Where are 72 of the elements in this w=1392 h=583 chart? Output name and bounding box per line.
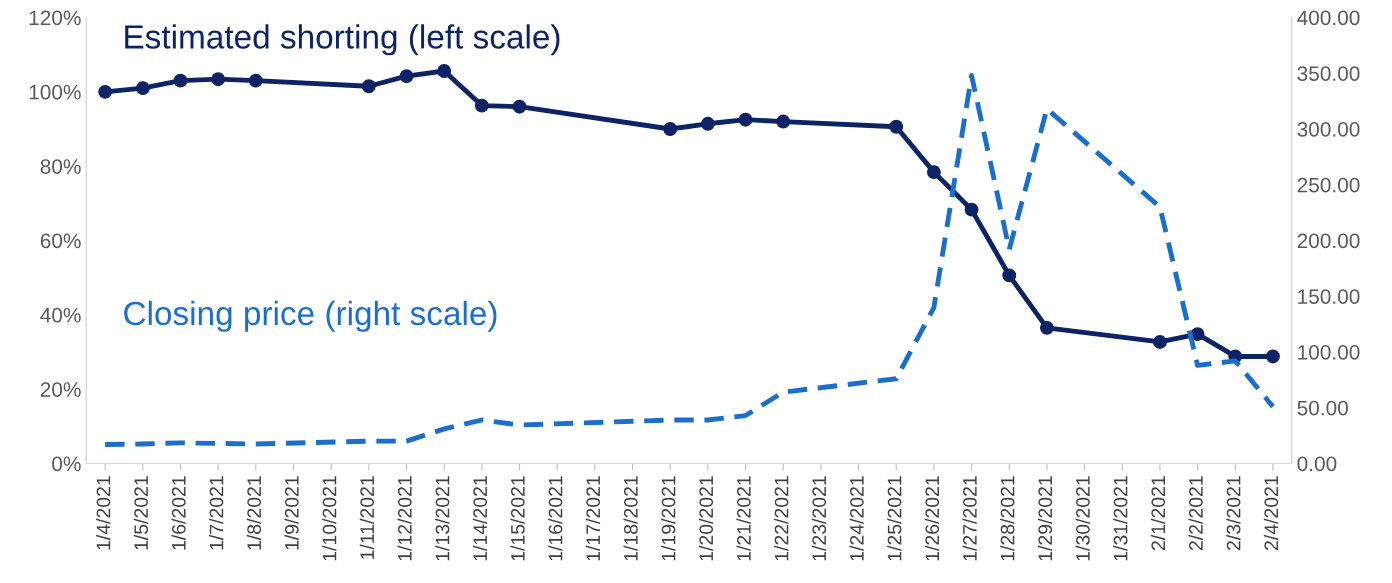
y-tick-label: 40%	[40, 307, 81, 323]
x-tick-label: 1/28/2021	[1000, 476, 1015, 561]
y2-tick-label: 0.00	[1297, 456, 1337, 472]
point	[512, 99, 527, 114]
x-tick-label: 1/21/2021	[736, 476, 751, 561]
point	[1039, 320, 1054, 335]
x-tick-label: 1/12/2021	[397, 476, 412, 561]
y2-tick-label: 300.00	[1297, 121, 1360, 137]
point	[738, 112, 753, 127]
point	[964, 202, 979, 217]
point	[248, 73, 263, 88]
point	[700, 116, 715, 131]
x-tick-label: 1/17/2021	[585, 476, 601, 561]
x-tick-label: 1/25/2021	[887, 476, 902, 561]
point	[474, 98, 489, 113]
point	[663, 122, 678, 136]
y-tick-label: 120%	[29, 10, 81, 26]
series-label: Estimated shorting (left scale)	[125, 24, 560, 56]
x-tick-label: 1/11/2021	[359, 476, 375, 559]
x-tick-label: 1/15/2021	[510, 476, 525, 561]
x-tick-label: 2/4/2021	[1263, 476, 1279, 550]
y2-tick-label: 400.00	[1297, 10, 1360, 26]
y2-tick-label: 50.00	[1297, 400, 1348, 416]
x-tick-label: 1/5/2021	[133, 476, 149, 550]
x-tick-label: 2/2/2021	[1188, 476, 1203, 550]
point	[889, 119, 904, 134]
x-tick-label: 1/7/2021	[209, 476, 224, 550]
x-tick-label: 1/23/2021	[811, 476, 827, 561]
x-tick-label: 1/19/2021	[661, 476, 676, 561]
x-tick-label: 1/31/2021	[1113, 476, 1128, 561]
y-tick-label: 80%	[40, 159, 81, 174]
x-tick-label: 1/22/2021	[774, 476, 789, 561]
point	[1152, 335, 1167, 349]
y2-tick-label: 200.00	[1297, 233, 1360, 249]
y2-tick-label: 350.00	[1297, 66, 1360, 81]
x-tick-label: 1/24/2021	[849, 476, 864, 561]
point	[211, 72, 226, 87]
point	[1002, 268, 1017, 283]
x-tick-label: 1/14/2021	[472, 476, 488, 561]
point	[776, 114, 791, 129]
y2-tick-label: 100.00	[1298, 344, 1360, 360]
x-tick-label: 1/18/2021	[623, 476, 638, 561]
x-tick-label: 2/1/2021	[1150, 476, 1166, 550]
y-tick-label: 20%	[40, 382, 81, 397]
text: Closing price (right scale)	[124, 300, 497, 332]
point	[1265, 349, 1280, 364]
point	[361, 79, 376, 94]
point	[399, 69, 414, 84]
point	[98, 84, 113, 99]
y-tick-label: 100%	[29, 84, 81, 100]
x-tick-label: 1/27/2021	[962, 476, 977, 561]
x-tick-label: 1/16/2021	[548, 476, 563, 561]
y2-tick-label: 250.00	[1297, 177, 1360, 193]
x-tick-label: 1/26/2021	[924, 476, 940, 561]
x-tick-label: 1/8/2021	[246, 476, 262, 550]
y-tick-label: 60%	[40, 233, 81, 249]
x-tick-label: 1/4/2021	[96, 476, 111, 550]
point	[135, 81, 150, 96]
x-tick-label: 1/9/2021	[284, 476, 299, 550]
point	[926, 165, 941, 180]
point	[437, 64, 452, 78]
y2-tick-label: 150.00	[1298, 289, 1360, 304]
x-tick-label: 2/3/2021	[1226, 476, 1241, 550]
x-tick-label: 1/30/2021	[1075, 476, 1090, 561]
x-tick-label: 1/6/2021	[171, 476, 186, 550]
x-tick-label: 1/20/2021	[698, 476, 714, 561]
x-tick-label: 1/13/2021	[435, 476, 450, 561]
x-tick-label: 1/10/2021	[322, 476, 337, 561]
point	[173, 73, 188, 88]
y-tick-label: 0%	[52, 456, 81, 472]
line-series	[102, 73, 1276, 447]
x-tick-label: 1/29/2021	[1037, 476, 1053, 561]
